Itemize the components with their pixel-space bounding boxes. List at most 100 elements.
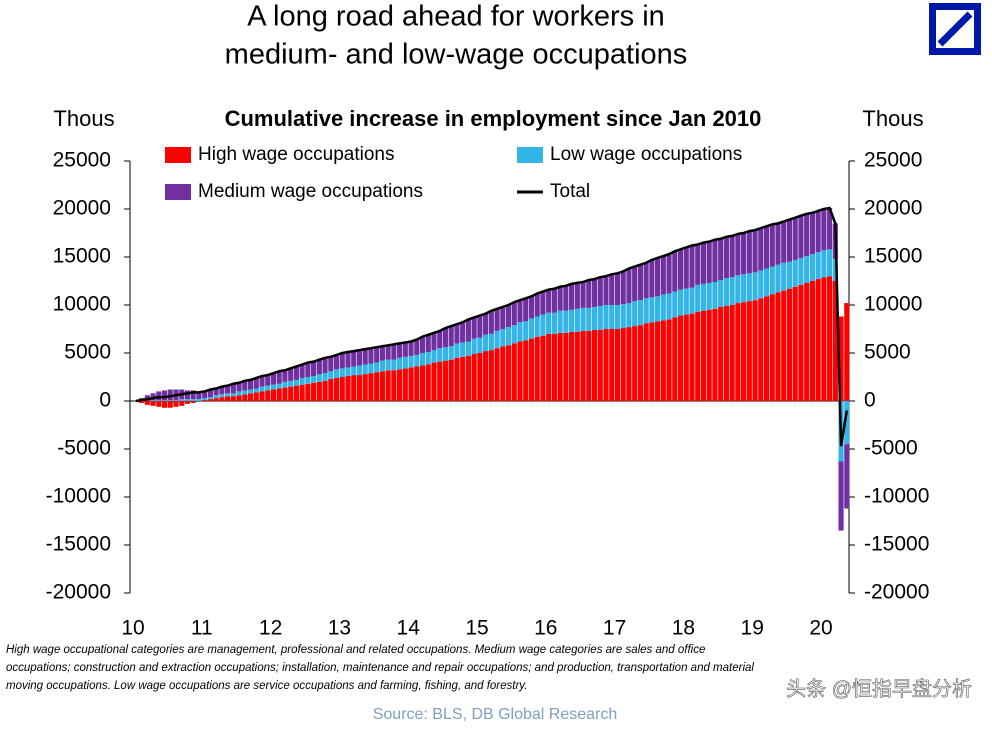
bar-segment <box>161 401 168 408</box>
bar-segment <box>723 305 729 401</box>
legend-label: Medium wage occupations <box>198 181 423 202</box>
bar-segment <box>666 293 672 320</box>
bar-segment <box>557 332 563 401</box>
bar-segment <box>460 342 466 357</box>
bar-segment <box>563 310 569 333</box>
bar-segment <box>374 362 380 373</box>
bar-segment <box>202 400 208 401</box>
bar-segment <box>528 296 535 319</box>
bar-segment <box>471 338 477 354</box>
bar-segment <box>677 315 684 401</box>
bar-segment <box>345 376 351 401</box>
bar-segment <box>230 396 236 401</box>
bar-segment <box>569 283 575 310</box>
legend-label: Low wage occupations <box>550 144 742 165</box>
bar-segment <box>471 353 477 401</box>
bar-segment <box>563 285 569 311</box>
bar-segment <box>758 228 764 271</box>
bar-segment <box>408 355 414 368</box>
bar-segment <box>173 400 179 401</box>
bar-segment <box>477 353 483 401</box>
bar-segment <box>597 305 603 330</box>
bar-segment <box>362 364 368 375</box>
bar-segment <box>569 309 575 332</box>
bar-segment <box>402 356 408 369</box>
bar-segment <box>242 390 248 395</box>
x-tick-label: 15 <box>465 617 488 640</box>
bar-segment <box>150 393 156 401</box>
bar-segment <box>483 351 489 401</box>
bar-segment <box>179 399 185 401</box>
bar-segment <box>712 308 718 401</box>
bar-segment <box>712 239 718 282</box>
y-tick-label: 20000 <box>53 197 111 220</box>
y-tick-label: -20000 <box>46 581 111 604</box>
bar-segment <box>769 224 775 267</box>
bar-segment <box>804 213 810 257</box>
bar-segment <box>477 337 483 353</box>
bar-segment <box>431 332 437 351</box>
bar-segment <box>546 333 552 401</box>
bar-segment <box>356 365 363 376</box>
bar-segment <box>276 388 282 401</box>
bar-segment <box>597 329 603 401</box>
legend-swatch <box>517 147 543 163</box>
bar-segment <box>477 315 483 338</box>
bar-segment <box>672 291 678 318</box>
bar-segment <box>305 362 311 377</box>
bar-segment <box>511 325 517 344</box>
bar-segment <box>741 274 747 303</box>
bar-segment <box>419 336 426 353</box>
bar-segment <box>202 398 208 401</box>
bar-segment <box>259 376 265 387</box>
bar-segment <box>270 389 277 401</box>
bar-segment <box>500 346 506 401</box>
bar-segment <box>695 284 701 312</box>
bar-segment <box>551 333 557 401</box>
bar-segment <box>655 257 661 297</box>
source: Source: BLS, DB Global Research <box>373 706 618 723</box>
bar-segment <box>586 330 592 401</box>
bar-segment <box>230 383 236 394</box>
bar-segment <box>517 322 523 342</box>
bar-segment <box>632 266 638 302</box>
bar-segment <box>632 326 638 401</box>
x-tick-label: 11 <box>191 617 213 640</box>
bar-segment <box>247 379 254 390</box>
bar-segment <box>379 346 385 361</box>
bar-segment <box>167 400 173 401</box>
bar-segment <box>603 329 609 401</box>
bar-segment <box>557 286 563 311</box>
bar-segment <box>190 390 196 400</box>
bar-segment <box>351 351 357 367</box>
logo <box>929 3 981 55</box>
bar-segment <box>299 384 305 401</box>
bar-segment <box>173 401 179 407</box>
bar-segment <box>614 273 621 305</box>
bar-segment <box>655 321 661 401</box>
bar-segment <box>758 298 764 401</box>
bar-segment <box>483 313 489 335</box>
bar-segment <box>282 387 288 401</box>
bar-segment <box>167 401 173 408</box>
bar-segment <box>637 264 643 301</box>
bar-segment <box>322 357 328 374</box>
bar-segment <box>219 386 225 395</box>
bar-segment <box>305 377 311 384</box>
bar-segment <box>557 310 563 333</box>
bar-segment <box>270 384 277 390</box>
bar-segment <box>236 391 242 396</box>
bar-segment <box>729 235 735 278</box>
bar-segment <box>798 257 804 285</box>
bar-segment <box>741 233 747 275</box>
bar-segment <box>614 329 621 401</box>
chart-title: A long road ahead for workers in <box>247 1 665 33</box>
bar-segment <box>735 233 741 276</box>
chart-subtitle: Cumulative increase in employment since … <box>225 106 762 131</box>
bar-segment <box>207 389 213 398</box>
bar-segment <box>672 317 678 401</box>
bar-segment <box>660 294 666 321</box>
bar-segment <box>735 275 741 304</box>
bar-segment <box>603 276 609 305</box>
